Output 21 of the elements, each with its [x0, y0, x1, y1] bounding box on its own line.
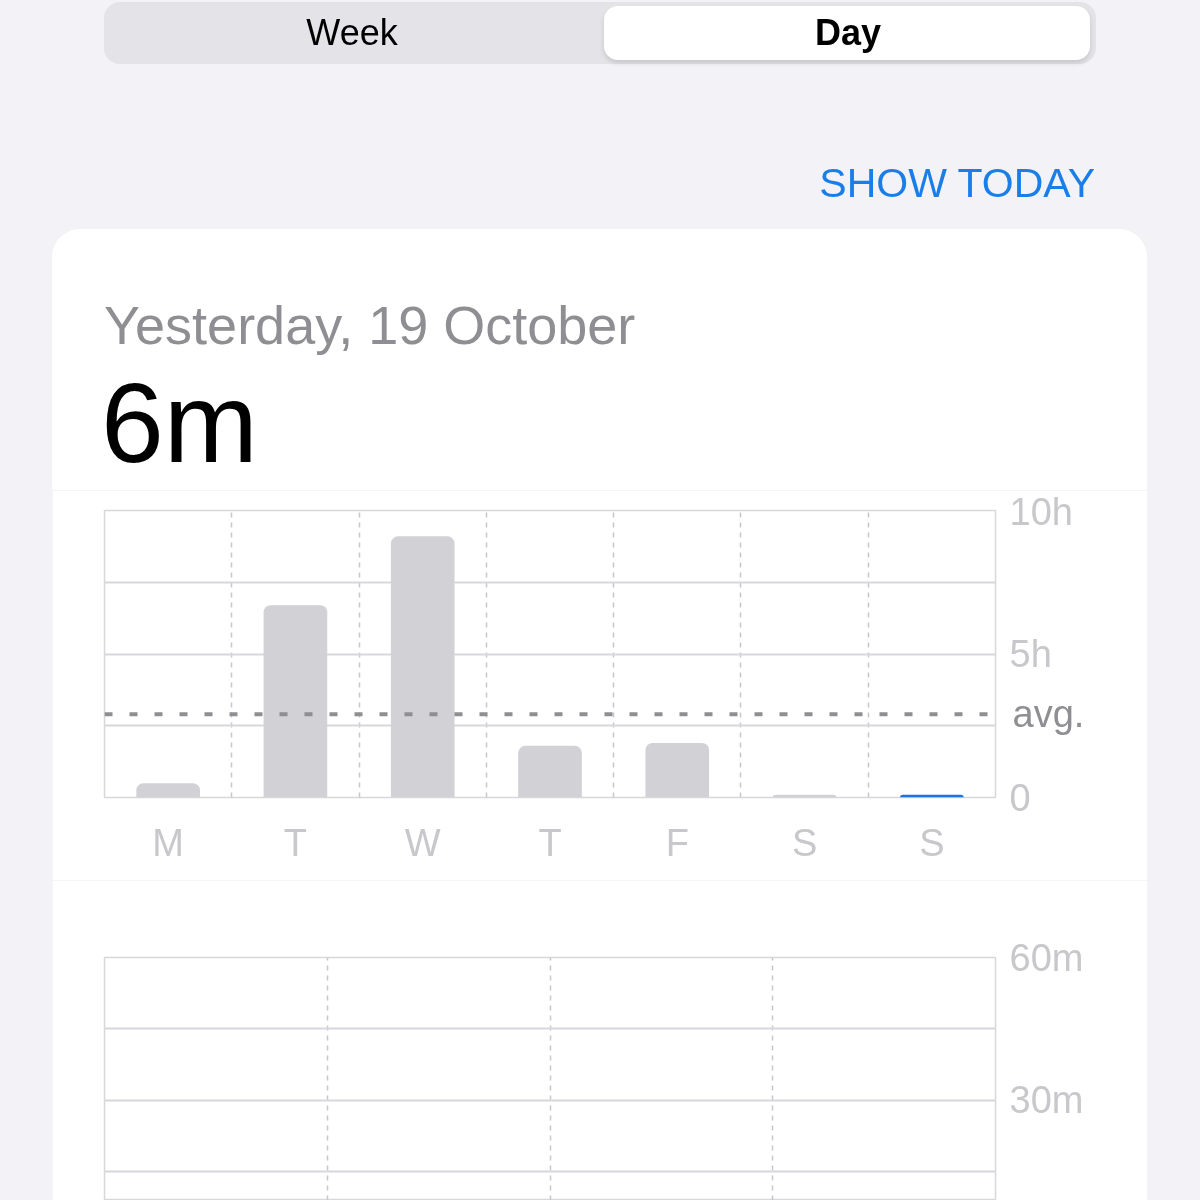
text: SHOW TODAY	[819, 159, 1095, 208]
y-tick-label: 5h	[1009, 633, 1052, 675]
x-tick-label: F	[665, 821, 689, 864]
y-tick-label: 0	[1009, 776, 1031, 819]
bar	[645, 742, 710, 798]
y-tick-label: 10h	[1009, 490, 1073, 533]
ref-line-label: avg.	[1012, 693, 1085, 736]
bar	[136, 783, 200, 798]
x-tick-label: W	[404, 821, 441, 864]
chart-title: Yesterday, 19 October	[104, 295, 636, 355]
chart-subtitle: 6m	[101, 360, 258, 486]
x-tick-label: M	[152, 821, 184, 864]
text: Day	[813, 11, 882, 55]
y-tick-label: 60m	[1009, 936, 1084, 979]
x-tick-label: T	[283, 821, 308, 864]
text: Week	[305, 11, 399, 55]
x-tick-label: S	[791, 821, 818, 864]
bar	[518, 745, 582, 798]
x-tick-label: S	[919, 821, 945, 864]
x-tick-label: T	[538, 821, 562, 864]
y-tick-label: 30m	[1009, 1079, 1084, 1122]
